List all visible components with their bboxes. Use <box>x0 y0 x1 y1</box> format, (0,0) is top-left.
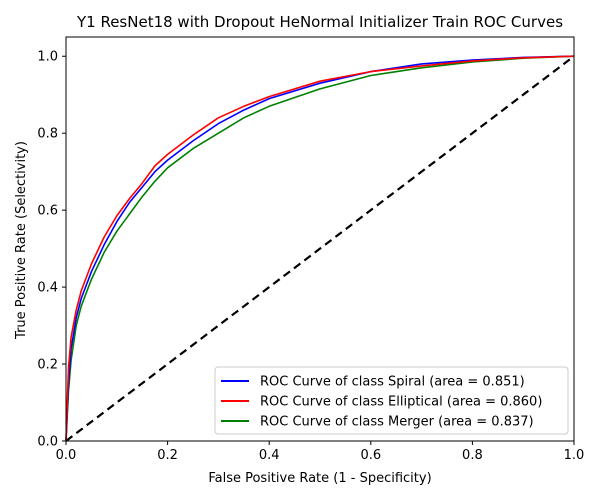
series-line-1 <box>65 55 575 442</box>
y-tick-label: 0.2 <box>37 358 58 373</box>
series-line-0 <box>65 55 575 442</box>
plot-area <box>65 55 575 442</box>
series-line-2 <box>65 55 575 442</box>
x-axis: 0.0 0.2 0.4 0.6 0.8 1.0 <box>56 441 585 463</box>
x-tick-label: 0.8 <box>462 448 483 463</box>
diagonal-reference-line <box>65 55 575 442</box>
plot-frame <box>65 36 575 442</box>
legend: ROC Curve of class Spiral (area = 0.851)… <box>214 366 569 435</box>
y-tick-label: 0.8 <box>37 127 58 142</box>
x-tick-label: 0.4 <box>259 448 280 463</box>
x-tick-label: 0.2 <box>157 448 178 463</box>
y-tick-label: 0.4 <box>37 281 58 296</box>
legend-box <box>214 366 569 435</box>
chart-title: Y1 ResNet18 with Dropout HeNormal Initia… <box>76 13 563 31</box>
x-tick-label: 0.6 <box>360 448 381 463</box>
x-axis-label: False Positive Rate (1 - Specificity) <box>208 471 431 486</box>
y-tick-label: 1.0 <box>37 50 58 65</box>
legend-label-1: ROC Curve of class Elliptical (area = 0.… <box>260 395 542 410</box>
y-tick-label: 0.0 <box>37 435 58 450</box>
legend-label-2: ROC Curve of class Merger (area = 0.837) <box>260 415 534 430</box>
y-axis-label: True Positive Rate (Selectivity) <box>14 141 29 340</box>
y-tick-label: 0.6 <box>37 204 58 219</box>
y-axis: 0.0 0.2 0.4 0.6 0.8 1.0 <box>37 50 66 450</box>
x-tick-label: 0.0 <box>56 448 77 463</box>
x-tick-label: 1.0 <box>564 448 585 463</box>
legend-label-0: ROC Curve of class Spiral (area = 0.851) <box>260 375 525 390</box>
